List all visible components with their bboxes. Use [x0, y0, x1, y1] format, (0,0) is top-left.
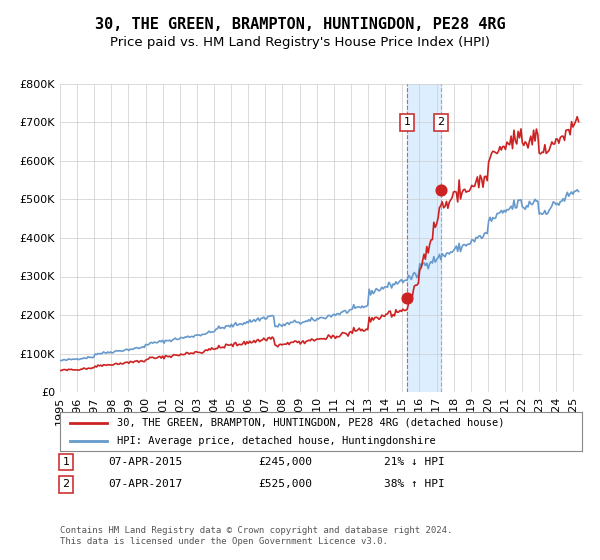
Text: 38% ↑ HPI: 38% ↑ HPI	[384, 479, 445, 489]
Text: Contains HM Land Registry data © Crown copyright and database right 2024.
This d: Contains HM Land Registry data © Crown c…	[60, 526, 452, 546]
Text: 07-APR-2015: 07-APR-2015	[108, 457, 182, 467]
Bar	[407, 84, 441, 392]
Text: £525,000: £525,000	[258, 479, 312, 489]
Text: 30, THE GREEN, BRAMPTON, HUNTINGDON, PE28 4RG: 30, THE GREEN, BRAMPTON, HUNTINGDON, PE2…	[95, 17, 505, 32]
Text: 30, THE GREEN, BRAMPTON, HUNTINGDON, PE28 4RG (detached house): 30, THE GREEN, BRAMPTON, HUNTINGDON, PE2…	[118, 418, 505, 428]
Point	[402, 293, 412, 302]
Point	[436, 185, 446, 194]
Text: HPI: Average price, detached house, Huntingdonshire: HPI: Average price, detached house, Hunt…	[118, 436, 436, 446]
Text: 1: 1	[403, 118, 410, 128]
Text: Price paid vs. HM Land Registry's House Price Index (HPI): Price paid vs. HM Land Registry's House …	[110, 36, 490, 49]
Text: 21% ↓ HPI: 21% ↓ HPI	[384, 457, 445, 467]
Text: 1: 1	[62, 457, 70, 467]
Text: 2: 2	[62, 479, 70, 489]
Text: £245,000: £245,000	[258, 457, 312, 467]
Text: 2: 2	[437, 118, 445, 128]
Text: 07-APR-2017: 07-APR-2017	[108, 479, 182, 489]
